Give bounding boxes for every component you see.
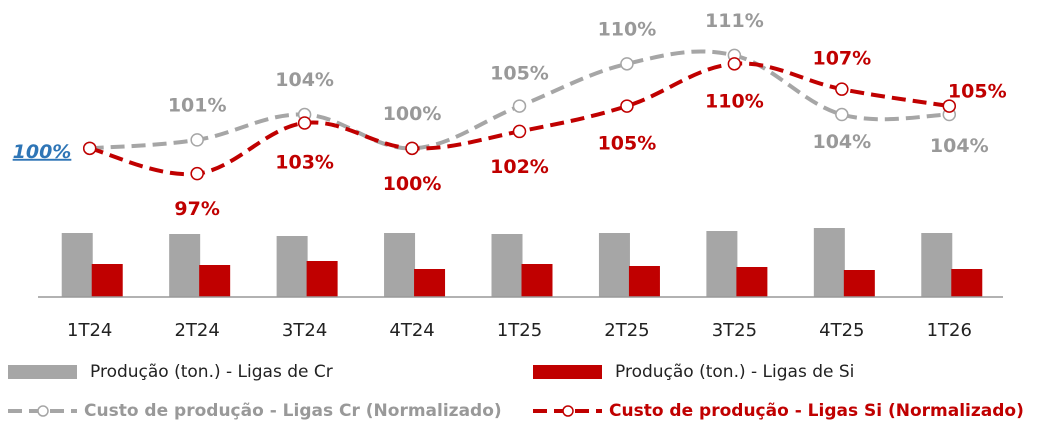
bar <box>169 234 201 297</box>
bar <box>61 233 93 297</box>
data-label: 111% <box>705 10 764 32</box>
point <box>835 82 849 96</box>
bar <box>91 264 123 297</box>
data-label: 104% <box>812 131 871 153</box>
x-tick-label: 1T25 <box>497 320 542 341</box>
point <box>727 57 742 71</box>
data-label: 104% <box>930 135 989 157</box>
point <box>942 99 957 113</box>
bar <box>921 233 953 297</box>
bar <box>199 265 231 297</box>
bar <box>491 234 523 297</box>
legend-swatch <box>8 365 77 379</box>
bar <box>951 269 983 297</box>
point <box>82 141 97 156</box>
legend-swatch <box>37 405 49 417</box>
legend-label: Produção (ton.) - Ligas de Cr <box>90 362 333 382</box>
point <box>620 99 634 113</box>
x-tick-label: 2T24 <box>174 320 219 341</box>
x-tick-label: 4T25 <box>819 320 864 341</box>
x-tick-label: 3T24 <box>282 320 327 341</box>
data-label: 110% <box>598 18 657 40</box>
legend-swatch <box>562 405 574 417</box>
bar <box>813 228 845 297</box>
point <box>512 124 527 139</box>
bar <box>598 233 630 297</box>
point <box>297 116 312 130</box>
bar <box>736 267 768 297</box>
data-label: 107% <box>812 48 871 70</box>
bar <box>384 233 416 297</box>
x-tick-label: 1T24 <box>67 320 112 341</box>
x-tick-label: 1T26 <box>927 320 972 341</box>
bar <box>628 266 660 297</box>
data-label: 102% <box>490 156 549 178</box>
data-label: 100% <box>383 103 442 125</box>
point <box>405 141 419 156</box>
legend-swatch <box>533 365 602 379</box>
data-label: 110% <box>705 90 764 112</box>
bar <box>706 231 738 297</box>
point <box>190 133 204 147</box>
bar <box>276 236 308 297</box>
bar <box>306 261 338 297</box>
point <box>512 99 527 113</box>
bar <box>843 270 875 297</box>
point <box>190 166 204 181</box>
legend-label: Produção (ton.) - Ligas de Si <box>615 362 854 382</box>
data-label: 103% <box>275 151 334 173</box>
bar <box>521 264 553 297</box>
data-label: 105% <box>490 63 549 85</box>
x-tick-label: 2T25 <box>604 320 649 341</box>
legend-label: Custo de produção - Ligas Cr (Normalizad… <box>84 401 502 421</box>
data-label: 104% <box>275 69 334 91</box>
x-tick-label: 4T24 <box>389 320 434 341</box>
data-label: 105% <box>948 81 1007 103</box>
data-label: 105% <box>598 133 657 155</box>
data-label: 101% <box>168 94 227 116</box>
point <box>835 107 849 122</box>
x-tick-label: 3T25 <box>712 320 757 341</box>
annotation: 100% <box>13 141 72 163</box>
point <box>620 57 634 71</box>
bar <box>414 269 446 297</box>
legend-label: Custo de produção - Ligas Si (Normalizad… <box>609 401 1024 421</box>
data-label: 100% <box>383 173 442 195</box>
data-label: 97% <box>174 198 219 220</box>
